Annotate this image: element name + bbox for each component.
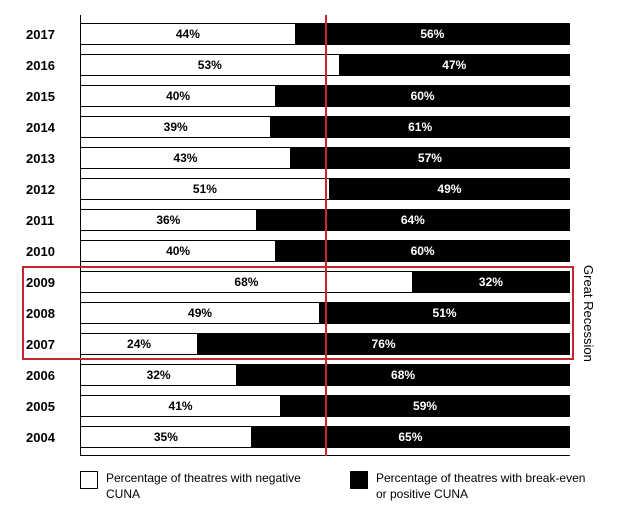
table-row: 200632%68%	[80, 361, 570, 389]
bar-segment-negative: 51%	[81, 179, 330, 199]
year-label: 2005	[26, 399, 70, 414]
year-label: 2004	[26, 430, 70, 445]
bar-segment-positive: 76%	[198, 334, 569, 354]
bar-segment-negative: 40%	[81, 241, 276, 261]
table-row: 201343%57%	[80, 144, 570, 172]
bar-segment-positive: 60%	[276, 86, 569, 106]
bar-track: 39%61%	[80, 116, 570, 138]
year-label: 2015	[26, 89, 70, 104]
bar-segment-negative: 53%	[81, 55, 340, 75]
bar-track: 35%65%	[80, 426, 570, 448]
legend-item-negative: Percentage of theatres with negative CUN…	[80, 471, 320, 502]
bar-track: 44%56%	[80, 23, 570, 45]
right-label: Great Recession	[581, 265, 596, 362]
bar-segment-negative: 36%	[81, 210, 257, 230]
bar-track: 41%59%	[80, 395, 570, 417]
bar-segment-negative: 49%	[81, 303, 320, 323]
bar-segment-positive: 56%	[296, 24, 569, 44]
table-row: 200724%76%	[80, 330, 570, 358]
chart-container: 201744%56%201653%47%201540%60%201439%61%…	[20, 20, 606, 502]
year-label: 2008	[26, 306, 70, 321]
table-row: 201439%61%	[80, 113, 570, 141]
year-label: 2012	[26, 182, 70, 197]
year-label: 2016	[26, 58, 70, 73]
bar-track: 49%51%	[80, 302, 570, 324]
table-row: 201136%64%	[80, 206, 570, 234]
bar-segment-negative: 39%	[81, 117, 271, 137]
table-row: 201040%60%	[80, 237, 570, 265]
bar-track: 43%57%	[80, 147, 570, 169]
bar-segment-negative: 68%	[81, 272, 413, 292]
bar-segment-positive: 60%	[276, 241, 569, 261]
bar-segment-positive: 51%	[320, 303, 569, 323]
bar-track: 40%60%	[80, 85, 570, 107]
bar-segment-positive: 64%	[257, 210, 569, 230]
year-label: 2013	[26, 151, 70, 166]
legend-swatch-negative	[80, 471, 98, 489]
bar-segment-positive: 59%	[281, 396, 569, 416]
year-label: 2007	[26, 337, 70, 352]
bar-track: 68%32%	[80, 271, 570, 293]
table-row: 200541%59%	[80, 392, 570, 420]
bar-track: 51%49%	[80, 178, 570, 200]
bar-segment-negative: 44%	[81, 24, 296, 44]
bar-segment-negative: 32%	[81, 365, 237, 385]
bar-segment-positive: 57%	[291, 148, 569, 168]
table-row: 201744%56%	[80, 20, 570, 48]
bar-segment-positive: 47%	[340, 55, 569, 75]
bar-segment-negative: 35%	[81, 427, 252, 447]
bar-segment-positive: 68%	[237, 365, 569, 385]
legend-label-negative: Percentage of theatres with negative CUN…	[106, 471, 320, 502]
table-row: 200435%65%	[80, 423, 570, 451]
table-row: 201540%60%	[80, 82, 570, 110]
legend-swatch-positive	[350, 471, 368, 489]
bar-segment-negative: 43%	[81, 148, 291, 168]
legend: Percentage of theatres with negative CUN…	[80, 471, 606, 502]
year-label: 2009	[26, 275, 70, 290]
bar-segment-positive: 49%	[330, 179, 569, 199]
year-label: 2010	[26, 244, 70, 259]
year-label: 2017	[26, 27, 70, 42]
x-axis-line	[80, 455, 570, 456]
bar-segment-negative: 41%	[81, 396, 281, 416]
bar-track: 40%60%	[80, 240, 570, 262]
bar-track: 24%76%	[80, 333, 570, 355]
legend-label-positive: Percentage of theatres with break-even o…	[376, 471, 590, 502]
year-label: 2006	[26, 368, 70, 383]
table-row: 201251%49%	[80, 175, 570, 203]
year-label: 2011	[26, 213, 70, 228]
year-label: 2014	[26, 120, 70, 135]
table-row: 200968%32%	[80, 268, 570, 296]
legend-item-positive: Percentage of theatres with break-even o…	[350, 471, 590, 502]
bar-segment-positive: 61%	[271, 117, 569, 137]
bar-track: 36%64%	[80, 209, 570, 231]
bar-track: 32%68%	[80, 364, 570, 386]
table-row: 200849%51%	[80, 299, 570, 327]
bar-track: 53%47%	[80, 54, 570, 76]
chart-area: 201744%56% 201653%47% 201540%60% 201439%61%…	[80, 20, 570, 451]
table-row: 201653%47%	[80, 51, 570, 79]
bar-segment-positive: 32%	[413, 272, 569, 292]
bar-segment-positive: 65%	[252, 427, 569, 447]
bar-segment-negative: 24%	[81, 334, 198, 354]
bar-segment-negative: 40%	[81, 86, 276, 106]
